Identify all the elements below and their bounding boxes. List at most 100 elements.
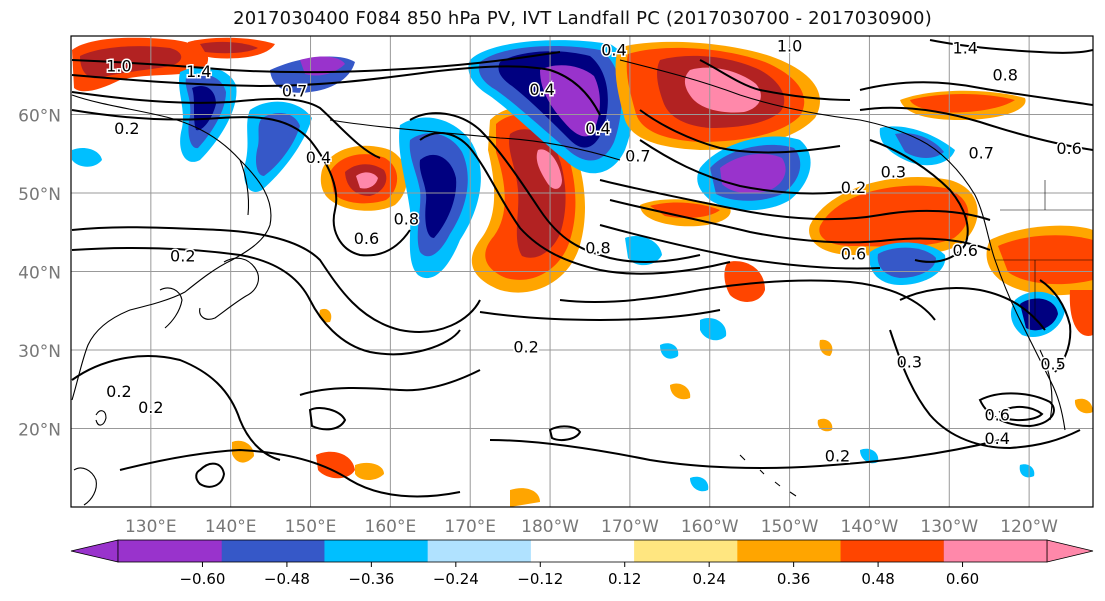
contour-line	[609, 199, 991, 251]
contour-line	[929, 39, 1093, 54]
coastline-philippines	[73, 467, 97, 506]
lon-tick-label: 150°E	[285, 517, 337, 537]
colorbar-over-arrow	[1046, 539, 1094, 563]
lon-tick-label: 160°E	[365, 517, 417, 537]
contour-line	[639, 139, 861, 195]
lon-tick-label: 170°W	[601, 517, 659, 537]
coastline-alaska	[619, 59, 921, 141]
contour-line	[859, 81, 1093, 106]
contour-line	[859, 106, 1093, 151]
contour-value-label: 0.6	[1056, 139, 1081, 158]
contour-value-label: 1.0	[777, 37, 802, 56]
contour-value-label: 0.6	[354, 229, 379, 248]
lat-tick-label: 30°N	[18, 342, 61, 362]
contour-value-label: 0.4	[601, 41, 626, 60]
contour-value-label: 0.6	[841, 245, 866, 264]
contour-value-label: 0.2	[114, 119, 139, 138]
coastline-japan	[199, 257, 259, 320]
colorbar-segment	[634, 540, 738, 562]
contour-line	[71, 91, 381, 159]
contour-value-label: 0.4	[984, 429, 1009, 448]
colorbar-tick-label: 0.24	[692, 570, 725, 588]
colorbar-under-arrow	[70, 539, 119, 563]
coastline-taiwan	[95, 410, 107, 426]
lat-tick-label: 40°N	[18, 264, 61, 284]
contour-line	[548, 425, 582, 441]
colorbar-segment	[324, 540, 429, 562]
contour-value-label: 0.2	[170, 246, 195, 265]
contour-line	[409, 112, 701, 263]
contour-value-label: 0.2	[513, 337, 538, 356]
contour-line	[599, 179, 991, 221]
contour-line	[71, 355, 281, 461]
colorbar-outline	[117, 539, 1048, 563]
colorbar-tick-label: 0.48	[861, 570, 894, 588]
graticule	[71, 36, 1093, 507]
colorbar-segment	[530, 540, 635, 562]
contour-line	[71, 109, 411, 257]
contour-layer	[71, 39, 1093, 498]
contour-line	[978, 392, 1055, 428]
colorbar-segment	[943, 540, 1047, 562]
contour-line	[889, 329, 1081, 450]
contour-line	[479, 309, 721, 322]
coastline-aleutians	[329, 119, 621, 161]
contour-line	[899, 287, 1046, 331]
contour-line	[869, 139, 969, 263]
lat-tick-label: 20°N	[18, 421, 61, 441]
contour-line	[299, 369, 481, 396]
lon-tick-label: 140°W	[841, 517, 899, 537]
colorbar-tick-label: 0.60	[946, 570, 979, 588]
coastline-korea	[159, 287, 183, 329]
contour-value-label: 0.7	[968, 143, 993, 162]
colorbar-segment	[840, 540, 945, 562]
pv-shading-layer	[72, 37, 1093, 507]
contour-value-label: 0.6	[953, 241, 978, 260]
colorbar-tick-label: −0.24	[433, 570, 479, 588]
contour-line	[71, 246, 461, 356]
lon-tick-label: 140°E	[205, 517, 257, 537]
contour-line	[71, 226, 481, 333]
colorbar-tick-label: 0.12	[608, 570, 641, 588]
contour-line	[195, 462, 226, 488]
coastline-baja	[1039, 349, 1053, 421]
colorbar-tick-label: −0.12	[517, 570, 563, 588]
contour-line	[699, 59, 851, 101]
map-frame	[70, 35, 1094, 508]
colorbar-segment	[737, 540, 842, 562]
contour-line	[71, 51, 561, 74]
contour-line	[639, 109, 841, 154]
colorbar-tick-label: 0.36	[777, 570, 810, 588]
contour-value-label: 0.3	[897, 352, 922, 371]
lon-tick-label: 160°W	[681, 517, 739, 537]
colorbar-segment	[118, 540, 222, 562]
contour-value-label: 1.4	[953, 38, 978, 57]
contour-value-label: 0.8	[992, 66, 1017, 85]
colorbar-segment	[427, 540, 532, 562]
contour-value-label: 0.4	[529, 80, 554, 99]
lat-tick-label: 50°N	[18, 185, 61, 205]
lon-tick-label: 150°W	[761, 517, 819, 537]
map-title: 2017030400 F084 850 hPa PV, IVT Landfall…	[233, 8, 932, 29]
contour-value-label: 0.8	[394, 209, 419, 228]
contour-value-label: 0.2	[106, 382, 131, 401]
contour-value-label: 0.7	[282, 81, 307, 100]
contour-value-label: 0.2	[825, 446, 850, 465]
contour-line	[489, 439, 1001, 469]
colorbar-tick-label: −0.36	[348, 570, 394, 588]
contour-line	[559, 279, 936, 321]
contour-line	[1039, 279, 1072, 373]
coastline-hawaii	[739, 454, 797, 497]
contour-value-label: 1.0	[106, 56, 131, 75]
lon-tick-label: 130°E	[125, 517, 177, 537]
contour-value-label: 1.4	[186, 62, 211, 81]
lon-tick-label: 170°E	[444, 517, 496, 537]
lat-tick-label: 60°N	[18, 107, 61, 127]
contour-value-label: 0.2	[841, 178, 866, 197]
contour-value-label: 0.4	[585, 119, 610, 138]
colorbar-segment	[221, 540, 325, 562]
contour-line	[599, 224, 881, 270]
contour-value-label: 0.2	[138, 398, 163, 417]
contour-labels: 1.0 1.4 0.7 0.4 0.2 0.6 0.8 0.4 0.4 0.4 0.7 0.8 0.2 0…	[105, 36, 1084, 467]
